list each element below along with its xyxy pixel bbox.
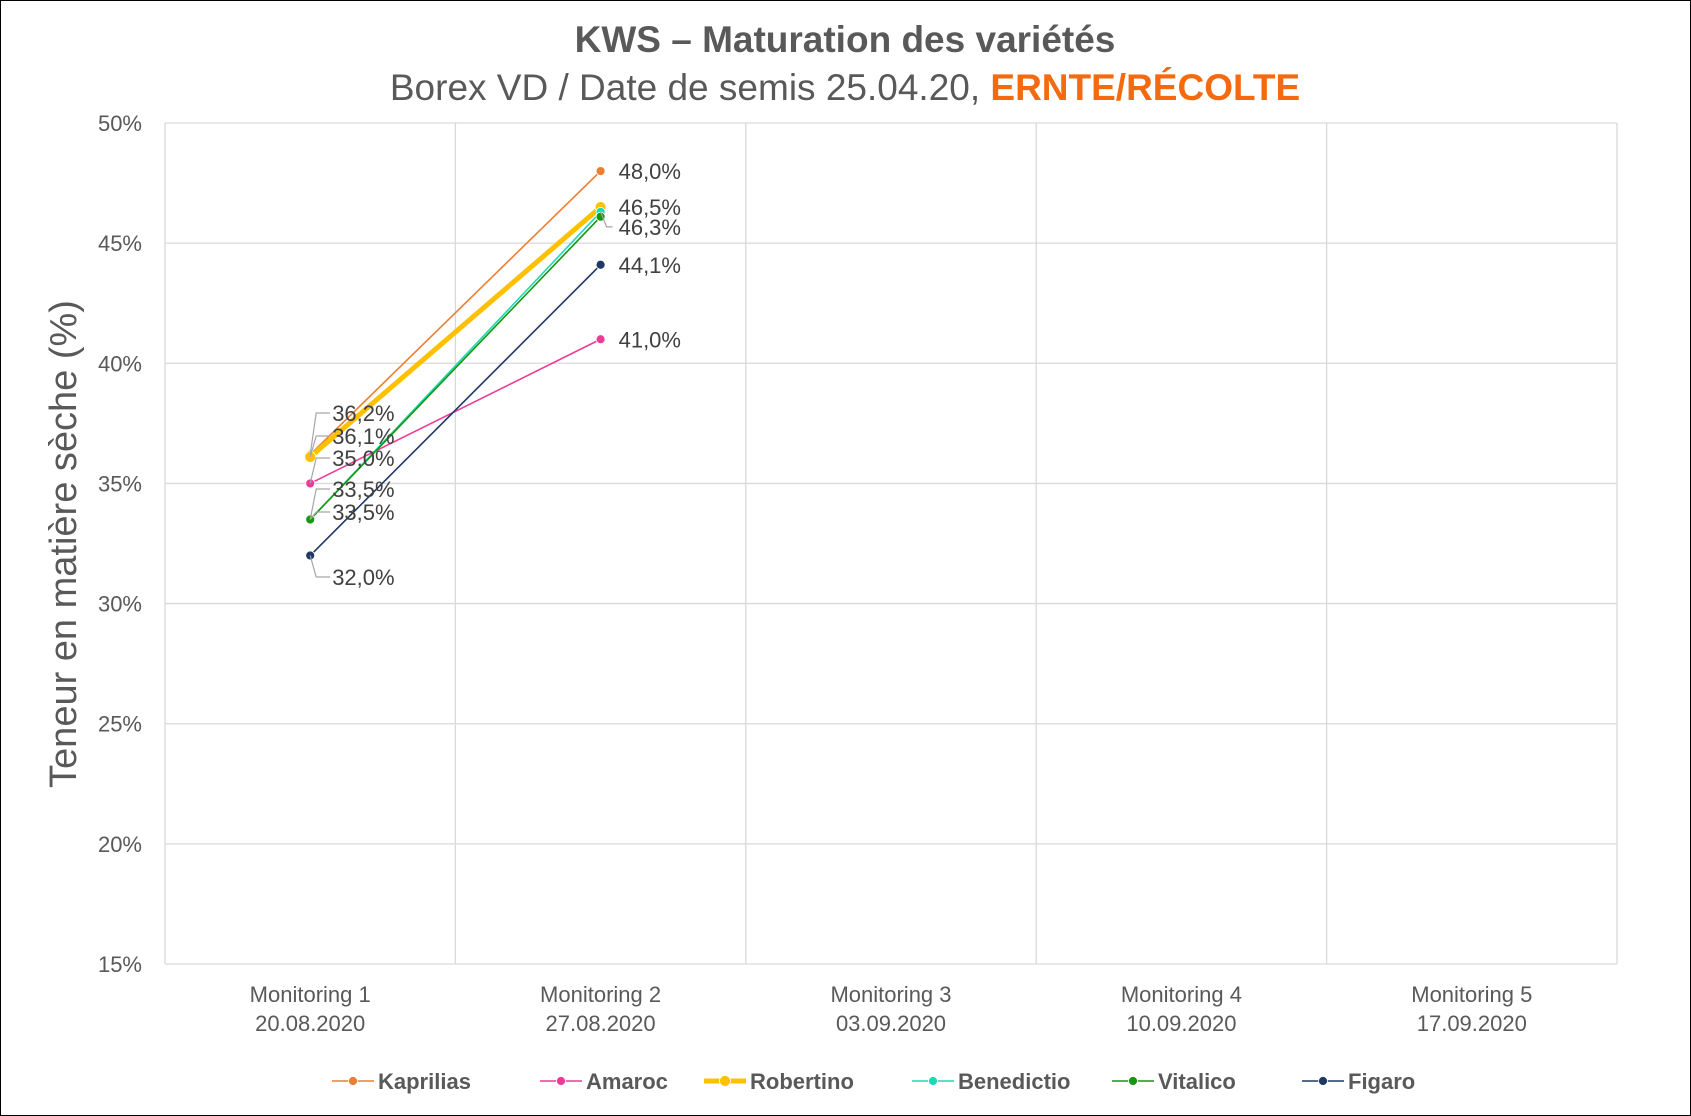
data-label-kaprilias-2: 48,0% xyxy=(619,159,681,184)
y-tick-label: 50% xyxy=(98,111,142,136)
legend-marker-figaro xyxy=(1318,1076,1328,1086)
x-tick-label: Monitoring 4 10.09.2020 xyxy=(1121,982,1242,1036)
y-tick-label: 35% xyxy=(98,471,142,496)
data-label-amaroc-1: 35,0% xyxy=(332,446,394,471)
legend-marker-vitalico xyxy=(1128,1076,1138,1086)
chart-subtitle: Borex VD / Date de semis 25.04.20, ERNTE… xyxy=(390,67,1300,108)
data-label-benedictio-1: 33,5% xyxy=(332,477,394,502)
y-tick-label: 20% xyxy=(98,832,142,857)
legend-label-amaroc: Amaroc xyxy=(586,1069,668,1094)
series-layer xyxy=(304,166,607,561)
leader-line xyxy=(309,555,331,578)
y-axis-label: Teneur en matière sèche (%) xyxy=(43,300,85,788)
y-tick-label: 30% xyxy=(98,592,142,617)
data-label-figaro-2: 44,1% xyxy=(619,253,681,278)
data-label-amaroc-2: 41,0% xyxy=(619,327,681,352)
y-tick-label: 25% xyxy=(98,712,142,737)
data-label-vitalico-1: 33,5% xyxy=(332,500,394,525)
data-label-kaprilias-1: 36,2% xyxy=(332,401,394,426)
grid-layer xyxy=(164,122,1618,965)
axis-layer: 15% 20% 25% 30% 35% 40% 45% 50% Monitoring 1 20.0… xyxy=(98,111,1532,1036)
series-line-amaroc xyxy=(309,338,601,485)
data-label-robertino-2: 46,5% xyxy=(619,195,681,220)
legend-marker-kaprilias xyxy=(348,1076,358,1086)
series-line-vitalico xyxy=(309,216,602,521)
leader-line xyxy=(309,457,331,484)
leader-line xyxy=(600,211,613,228)
chart-subtitle-accent: ERNTE/RÉCOLTE xyxy=(990,67,1300,108)
data-label-robertino-1: 36,1% xyxy=(332,424,394,449)
data-point-amaroc xyxy=(595,334,606,345)
data-label-figaro-1: 32,0% xyxy=(332,565,394,590)
data-point-kaprilias xyxy=(595,166,606,176)
data-point-figaro xyxy=(595,259,606,270)
x-tick-label: Monitoring 3 03.09.2020 xyxy=(830,982,951,1036)
legend-label-benedictio: Benedictio xyxy=(958,1069,1070,1094)
legend: Kaprilias Amaroc Robertino Benedictio Vitali… xyxy=(332,1069,1415,1094)
y-tick-label: 40% xyxy=(98,351,142,376)
legend-marker-amaroc xyxy=(556,1076,566,1086)
x-tick-label: Monitoring 2 27.08.2020 xyxy=(540,982,661,1036)
x-tick-label: Monitoring 1 20.08.2020 xyxy=(250,982,371,1036)
chart-title: KWS – Maturation des variétés xyxy=(575,19,1116,60)
data-label-layer: 36,2%36,1%35,0% 33,5%33,5% 32,0% 48,0% 41,0%… xyxy=(309,159,681,590)
series-line-kaprilias xyxy=(309,170,602,456)
legend-marker-benedictio xyxy=(928,1076,938,1086)
series-line-robertino xyxy=(308,205,603,459)
legend-label-robertino: Robertino xyxy=(750,1069,854,1094)
leader-line xyxy=(309,488,331,520)
leader-line xyxy=(309,511,331,520)
chart-subtitle-main: Borex VD / Date de semis 25.04.20, xyxy=(390,67,980,108)
legend-label-vitalico: Vitalico xyxy=(1158,1069,1236,1094)
y-tick-label: 15% xyxy=(98,952,142,977)
legend-label-kaprilias: Kaprilias xyxy=(378,1069,471,1094)
legend-label-figaro: Figaro xyxy=(1348,1069,1415,1094)
legend-marker-robertino xyxy=(719,1075,731,1087)
y-tick-label: 45% xyxy=(98,231,142,256)
data-label-benedictio-2: 46,3% xyxy=(619,215,681,240)
x-tick-label: Monitoring 5 17.09.2020 xyxy=(1411,982,1532,1036)
leader-line xyxy=(309,412,331,455)
series-line-figaro xyxy=(309,264,602,557)
leader-line xyxy=(309,435,331,458)
